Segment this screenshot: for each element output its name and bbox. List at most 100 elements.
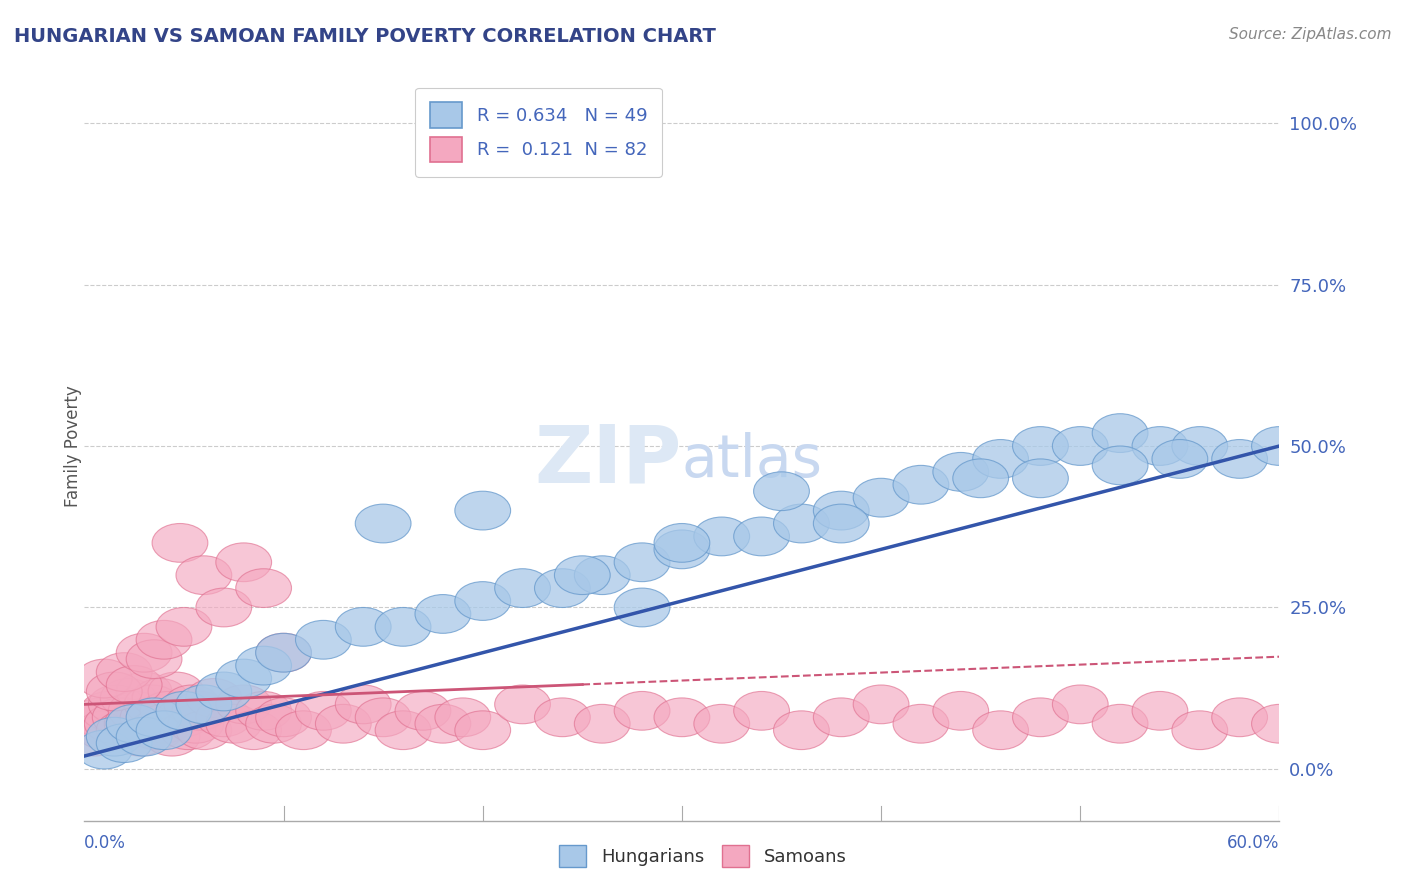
Ellipse shape	[1292, 711, 1347, 749]
Ellipse shape	[236, 569, 291, 607]
Ellipse shape	[1132, 691, 1188, 731]
Ellipse shape	[107, 665, 162, 705]
Ellipse shape	[1152, 440, 1208, 478]
Ellipse shape	[734, 691, 790, 731]
Ellipse shape	[1212, 440, 1268, 478]
Ellipse shape	[276, 711, 332, 749]
Ellipse shape	[156, 607, 212, 646]
Text: 60.0%: 60.0%	[1227, 833, 1279, 852]
Ellipse shape	[1331, 691, 1388, 731]
Ellipse shape	[295, 621, 352, 659]
Ellipse shape	[973, 440, 1029, 478]
Ellipse shape	[107, 705, 162, 743]
Ellipse shape	[1053, 426, 1108, 466]
Ellipse shape	[973, 711, 1029, 749]
Ellipse shape	[814, 698, 869, 737]
Ellipse shape	[136, 621, 193, 659]
Ellipse shape	[575, 556, 630, 595]
Ellipse shape	[86, 672, 142, 711]
Ellipse shape	[152, 524, 208, 562]
Ellipse shape	[395, 691, 451, 731]
Ellipse shape	[226, 711, 281, 749]
Legend: R = 0.634   N = 49, R =  0.121  N = 82: R = 0.634 N = 49, R = 0.121 N = 82	[415, 88, 662, 177]
Ellipse shape	[108, 691, 165, 731]
Ellipse shape	[217, 685, 271, 723]
Ellipse shape	[176, 711, 232, 749]
Ellipse shape	[86, 717, 142, 756]
Ellipse shape	[336, 685, 391, 723]
Ellipse shape	[1053, 685, 1108, 723]
Ellipse shape	[654, 524, 710, 562]
Ellipse shape	[256, 633, 312, 672]
Ellipse shape	[315, 705, 371, 743]
Ellipse shape	[695, 705, 749, 743]
Ellipse shape	[734, 517, 790, 556]
Ellipse shape	[1132, 426, 1188, 466]
Ellipse shape	[256, 633, 312, 672]
Ellipse shape	[132, 679, 188, 717]
Ellipse shape	[186, 679, 242, 717]
Ellipse shape	[1092, 705, 1149, 743]
Ellipse shape	[217, 543, 271, 582]
Ellipse shape	[148, 672, 204, 711]
Ellipse shape	[256, 698, 312, 737]
Ellipse shape	[136, 705, 193, 743]
Ellipse shape	[415, 595, 471, 633]
Ellipse shape	[62, 705, 118, 743]
Ellipse shape	[1012, 426, 1069, 466]
Ellipse shape	[953, 458, 1008, 498]
Ellipse shape	[1012, 698, 1069, 737]
Ellipse shape	[534, 698, 591, 737]
Ellipse shape	[1173, 426, 1227, 466]
Ellipse shape	[76, 711, 132, 749]
Ellipse shape	[217, 659, 271, 698]
Ellipse shape	[336, 607, 391, 646]
Ellipse shape	[754, 472, 810, 510]
Ellipse shape	[96, 711, 152, 749]
Ellipse shape	[554, 556, 610, 595]
Ellipse shape	[236, 646, 291, 685]
Ellipse shape	[141, 691, 195, 731]
Ellipse shape	[117, 672, 172, 711]
Ellipse shape	[814, 504, 869, 543]
Text: HUNGARIAN VS SAMOAN FAMILY POVERTY CORRELATION CHART: HUNGARIAN VS SAMOAN FAMILY POVERTY CORRE…	[14, 27, 716, 45]
Legend: Hungarians, Samoans: Hungarians, Samoans	[553, 838, 853, 874]
Ellipse shape	[172, 691, 228, 731]
Ellipse shape	[1251, 426, 1308, 466]
Text: atlas: atlas	[682, 433, 823, 490]
Ellipse shape	[176, 556, 232, 595]
Ellipse shape	[104, 705, 160, 743]
Ellipse shape	[614, 543, 671, 582]
Ellipse shape	[356, 504, 411, 543]
Ellipse shape	[934, 452, 988, 491]
Ellipse shape	[853, 685, 910, 723]
Ellipse shape	[73, 698, 128, 737]
Ellipse shape	[773, 711, 830, 749]
Ellipse shape	[176, 685, 232, 723]
Ellipse shape	[145, 717, 200, 756]
Ellipse shape	[1092, 446, 1149, 484]
Ellipse shape	[1212, 698, 1268, 737]
Ellipse shape	[124, 685, 180, 723]
Ellipse shape	[128, 711, 184, 749]
Ellipse shape	[495, 569, 551, 607]
Ellipse shape	[160, 711, 217, 749]
Ellipse shape	[654, 530, 710, 569]
Ellipse shape	[117, 633, 172, 672]
Ellipse shape	[456, 491, 510, 530]
Ellipse shape	[93, 698, 148, 737]
Ellipse shape	[614, 691, 671, 731]
Ellipse shape	[96, 723, 152, 763]
Ellipse shape	[112, 717, 169, 756]
Ellipse shape	[1092, 414, 1149, 452]
Ellipse shape	[375, 711, 432, 749]
Ellipse shape	[415, 705, 471, 743]
Ellipse shape	[165, 685, 219, 723]
Ellipse shape	[893, 705, 949, 743]
Ellipse shape	[295, 691, 352, 731]
Ellipse shape	[127, 640, 181, 679]
Ellipse shape	[246, 705, 301, 743]
Ellipse shape	[205, 705, 262, 743]
Ellipse shape	[1012, 458, 1069, 498]
Ellipse shape	[100, 679, 156, 717]
